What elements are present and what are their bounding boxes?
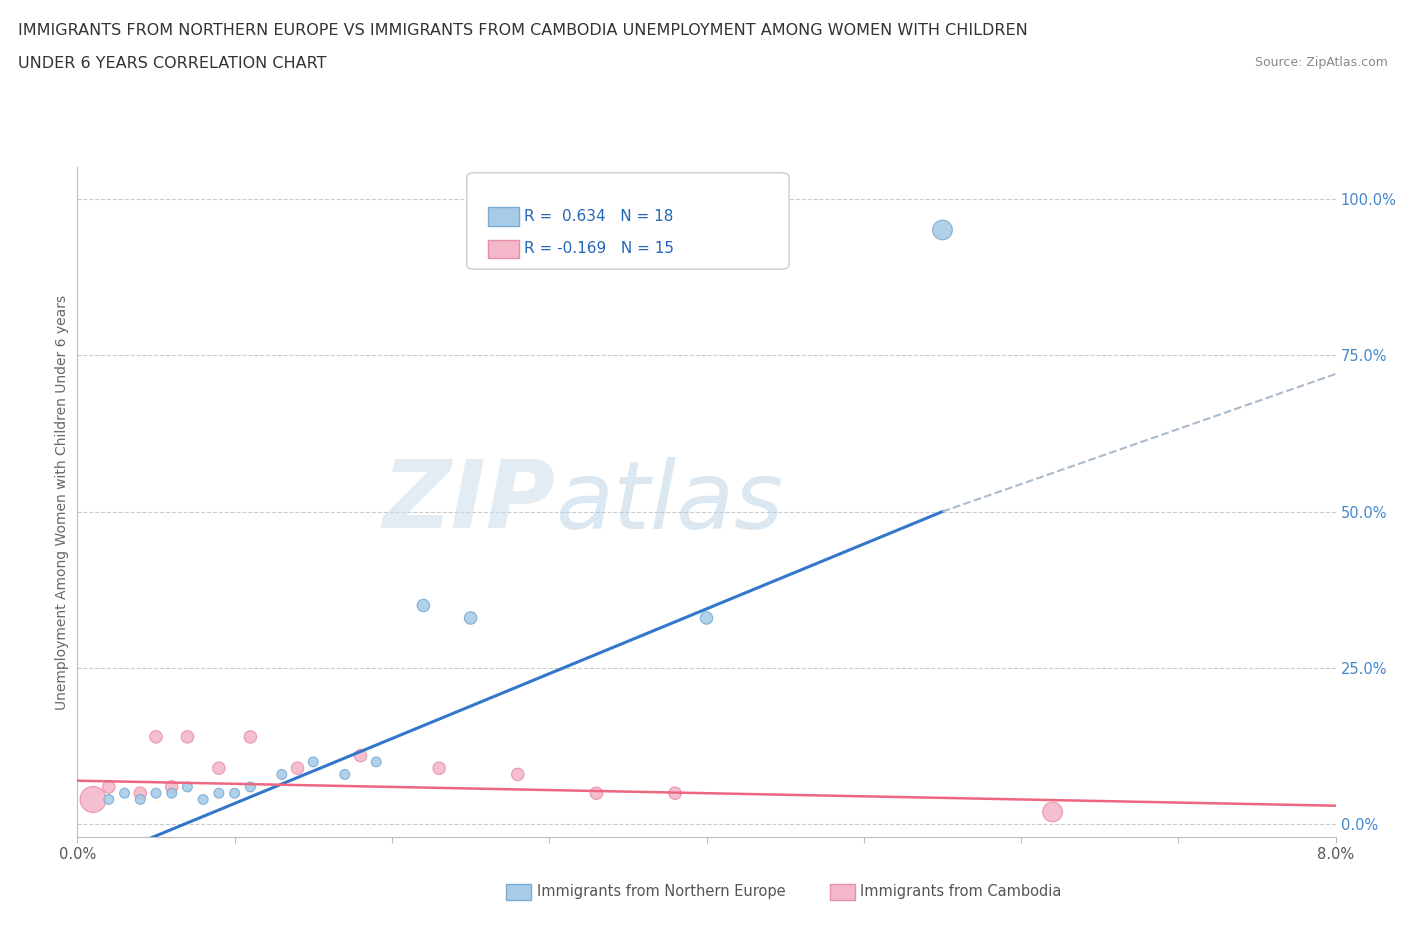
Point [931,222,953,237]
Point [585,786,607,801]
Text: UNDER 6 YEARS CORRELATION CHART: UNDER 6 YEARS CORRELATION CHART [18,56,326,71]
Text: IMMIGRANTS FROM NORTHERN EUROPE VS IMMIGRANTS FROM CAMBODIA UNEMPLOYMENT AMONG W: IMMIGRANTS FROM NORTHERN EUROPE VS IMMIG… [18,23,1028,38]
Text: atlas: atlas [555,457,783,548]
Point [696,610,718,625]
Point [145,786,167,801]
Point [302,754,325,769]
Point [664,786,686,801]
Text: Immigrants from Northern Europe: Immigrants from Northern Europe [537,884,786,899]
Point [208,786,231,801]
Point [224,786,246,801]
Text: R =  0.634   N = 18: R = 0.634 N = 18 [524,209,673,224]
Text: Source: ZipAtlas.com: Source: ZipAtlas.com [1254,56,1388,69]
Point [176,729,198,744]
Point [349,749,371,764]
Point [208,761,231,776]
Point [506,767,529,782]
Text: ZIP: ZIP [382,457,555,548]
Point [1042,804,1064,819]
Point [333,767,356,782]
Point [460,610,482,625]
Point [176,779,198,794]
Point [129,786,152,801]
Text: R = -0.169   N = 15: R = -0.169 N = 15 [524,241,675,257]
Text: Immigrants from Cambodia: Immigrants from Cambodia [860,884,1062,899]
Point [191,792,215,807]
Point [287,761,309,776]
Point [129,792,152,807]
Point [97,792,120,807]
Point [239,729,262,744]
Point [239,779,262,794]
Point [82,792,104,807]
Point [97,779,120,794]
Point [366,754,388,769]
Y-axis label: Unemployment Among Women with Children Under 6 years: Unemployment Among Women with Children U… [55,295,69,710]
Point [160,786,183,801]
Point [412,598,434,613]
Point [114,786,136,801]
Point [145,729,167,744]
Point [427,761,450,776]
Point [160,779,183,794]
Point [270,767,292,782]
